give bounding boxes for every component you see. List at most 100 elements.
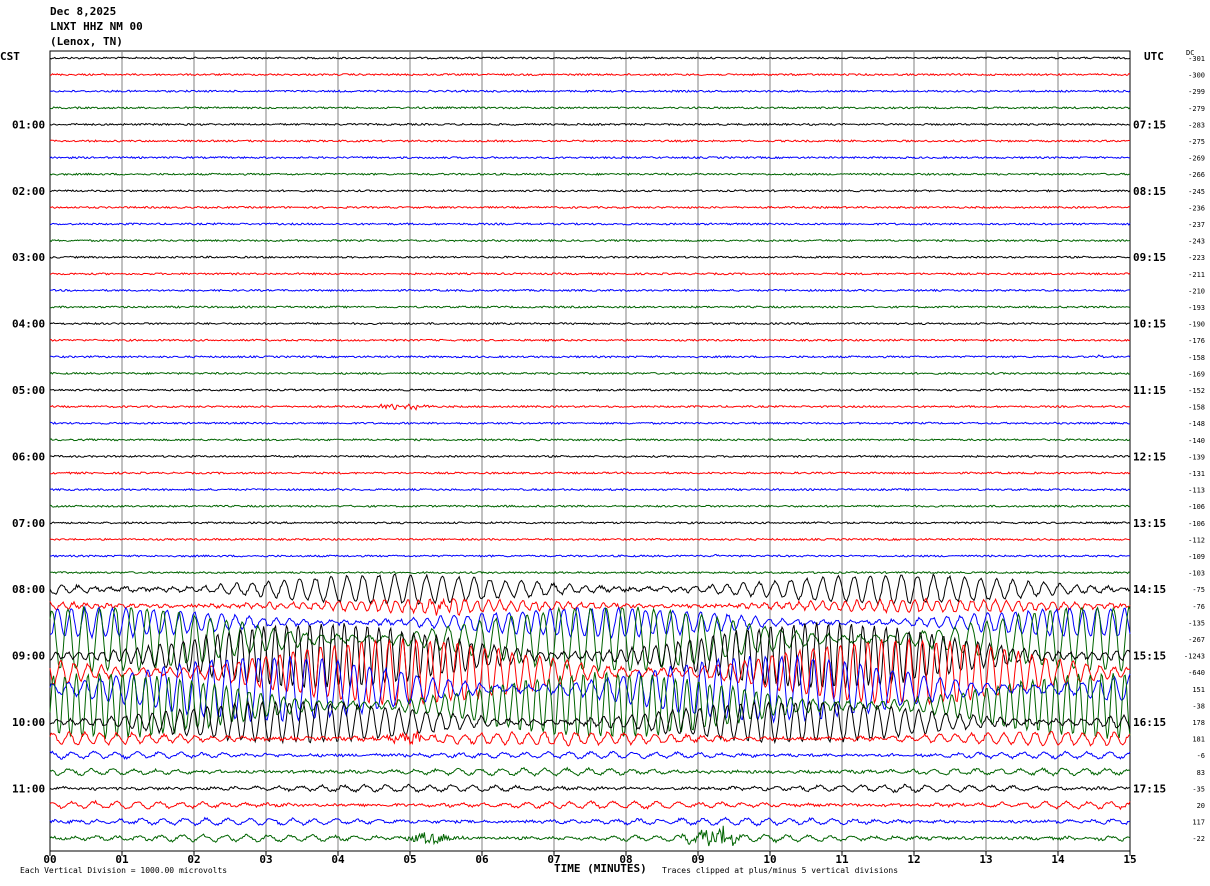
left-hour-label: 04:00 [12,318,45,331]
dc-offset-label: -301 [1188,55,1205,63]
header-location: (Lenox, TN) [50,35,123,48]
seismic-trace [49,188,1131,193]
x-tick-label: 12 [907,853,920,866]
seismic-trace [49,122,1131,127]
seismic-trace [49,89,1131,93]
dc-offset-label: -22 [1192,835,1205,843]
dc-offset-label: -1243 [1184,653,1205,661]
right-hour-label: 07:15 [1133,118,1166,131]
seismic-trace [49,654,1131,724]
seismic-trace [49,471,1131,475]
dc-offset-label: -76 [1192,603,1205,611]
dc-offset-label: 83 [1197,769,1205,777]
dc-offset-label: -176 [1188,337,1205,345]
dc-offset-label: -236 [1188,204,1205,212]
seismic-trace [49,487,1131,492]
header-station: LNXT HHZ NM 00 [50,20,143,33]
dc-offset-label: -211 [1188,271,1205,279]
dc-offset-label: -35 [1192,785,1205,793]
x-axis-label: TIME (MINUTES) [554,862,647,875]
header-block: Dec 8,2025 LNXT HHZ NM 00 (Lenox, TN) [50,4,143,49]
seismic-trace [49,321,1131,326]
dc-offset-label: -283 [1188,121,1205,129]
left-hour-label: 09:00 [12,650,45,663]
right-hour-label: 14:15 [1133,583,1166,596]
seismic-trace [49,597,1131,617]
seismic-trace [49,799,1131,811]
left-hour-label: 10:00 [12,716,45,729]
x-tick-label: 09 [691,853,704,866]
seismic-trace [49,825,1131,847]
right-timezone-label: UTC [1144,50,1164,63]
dc-offset-label: -269 [1188,155,1205,163]
dc-offset-label: -267 [1188,636,1205,644]
dc-offset-label: -237 [1188,221,1205,229]
dc-offset-label: -300 [1188,72,1205,80]
x-tick-label: 04 [331,853,345,866]
x-tick-label: 03 [259,853,272,866]
left-hour-label: 07:00 [12,517,45,530]
seismic-trace [50,421,1131,426]
seismic-trace [49,205,1131,210]
scale-note: Each Vertical Division = 1000.00 microvo… [20,866,228,875]
seismic-trace [50,454,1131,459]
dc-offset-label: -113 [1188,487,1205,495]
dc-offset-label: -169 [1188,370,1205,378]
dc-offset-label: -75 [1192,586,1205,594]
x-tick-label: 00 [43,853,56,866]
seismic-trace [49,521,1131,525]
dc-offset-label: 20 [1197,802,1205,810]
seismic-trace [49,816,1131,827]
dc-offset-label: -223 [1188,254,1205,262]
right-hour-label: 12:15 [1133,450,1166,463]
left-hour-label: 01:00 [12,118,45,131]
dc-offset-label: -148 [1188,420,1205,428]
seismic-trace [49,750,1131,760]
dc-offset-label: -299 [1188,88,1205,96]
right-hour-label: 09:15 [1133,251,1166,264]
dc-offset-label: -135 [1188,619,1205,627]
dc-offset-label: 181 [1192,736,1205,744]
right-hour-label: 15:15 [1133,650,1166,663]
right-hour-label: 08:15 [1133,185,1166,198]
seismic-trace [49,570,1131,575]
seismic-trace [49,338,1131,342]
seismic-trace [50,305,1131,309]
header-date: Dec 8,2025 [50,5,117,18]
x-tick-label: 08 [619,853,632,866]
seismic-trace [49,573,1131,606]
seismic-trace [49,700,1131,745]
seismic-trace [50,72,1131,77]
right-hour-label: 11:15 [1133,384,1166,397]
seismic-trace [49,729,1131,747]
plot-frame [49,50,1131,852]
seismic-trace [49,272,1131,276]
dc-offset-label: -103 [1188,570,1205,578]
dc-offset-label: 151 [1192,686,1205,694]
dc-offset-label: -210 [1188,287,1205,295]
dc-offset-label: -266 [1188,171,1205,179]
right-hour-label: 17:15 [1133,782,1166,795]
right-hour-label: 13:15 [1133,517,1166,530]
seismic-trace [49,288,1130,293]
seismic-trace [49,222,1131,226]
dc-offset-label: -275 [1188,138,1205,146]
x-tick-label: 07 [547,853,560,866]
dc-offset-label: -109 [1188,553,1205,561]
seismic-trace [49,56,1131,60]
x-tick-label: 10 [763,853,776,866]
dc-offset-label: -131 [1188,470,1205,478]
dc-offset-label: 178 [1192,719,1205,727]
left-hour-label: 06:00 [12,450,45,463]
right-hour-label: 16:15 [1133,716,1166,729]
seismic-trace [49,172,1130,176]
x-tick-label: 11 [835,853,849,866]
dc-offset-label: -106 [1188,520,1205,528]
seismic-trace [49,622,1131,689]
dc-offset-label: -193 [1188,304,1205,312]
dc-offset-label: -245 [1188,188,1205,196]
seismic-trace [49,766,1131,777]
left-hour-label: 11:00 [12,782,45,795]
seismic-trace [49,255,1131,259]
